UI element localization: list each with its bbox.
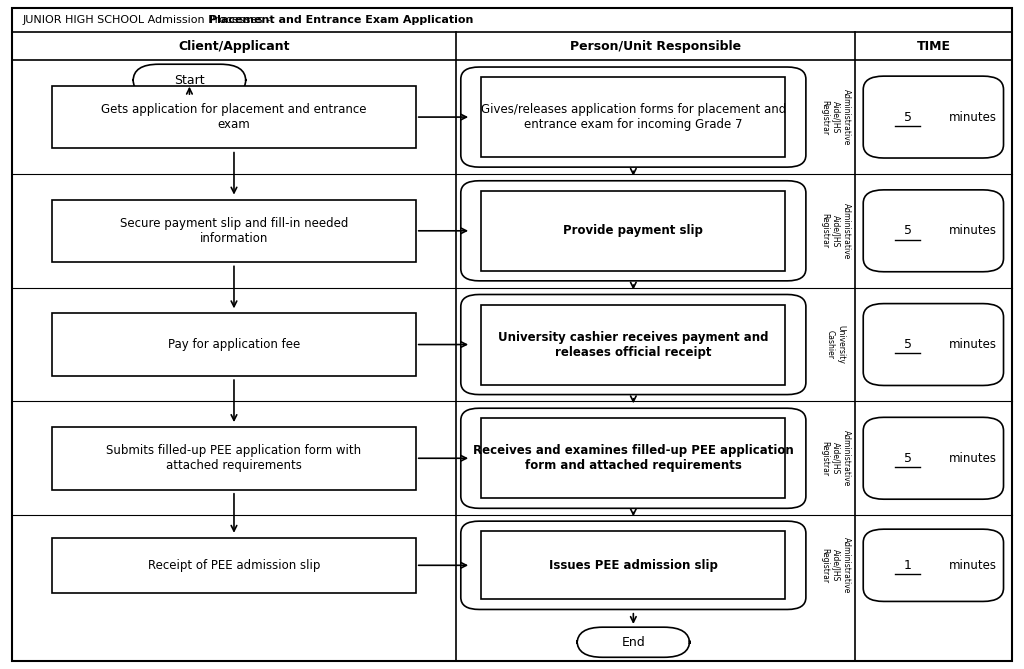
Text: Gets application for placement and entrance
exam: Gets application for placement and entra… [101,103,367,131]
FancyBboxPatch shape [52,86,416,149]
FancyBboxPatch shape [133,64,246,96]
FancyBboxPatch shape [481,77,785,157]
Text: Placement and Entrance Exam Application: Placement and Entrance Exam Application [209,15,474,25]
Text: Gives/releases application forms for placement and
entrance exam for incoming Gr: Gives/releases application forms for pla… [480,103,786,131]
Text: 5: 5 [904,338,911,351]
Text: Start: Start [174,74,205,87]
Text: Client/Applicant: Client/Applicant [178,39,290,53]
FancyBboxPatch shape [461,294,806,395]
FancyBboxPatch shape [481,418,785,498]
FancyBboxPatch shape [481,531,785,599]
Text: minutes: minutes [948,338,996,351]
FancyBboxPatch shape [481,304,785,385]
FancyBboxPatch shape [461,521,806,609]
Text: 5: 5 [904,110,911,124]
FancyBboxPatch shape [52,538,416,593]
Text: minutes: minutes [948,559,996,572]
FancyBboxPatch shape [481,191,785,271]
FancyBboxPatch shape [461,408,806,508]
FancyBboxPatch shape [52,313,416,376]
FancyBboxPatch shape [863,417,1004,499]
Text: minutes: minutes [948,224,996,237]
Text: End: End [622,636,645,649]
FancyBboxPatch shape [12,8,1012,661]
Text: 1: 1 [904,559,911,572]
FancyBboxPatch shape [863,190,1004,272]
Text: 5: 5 [904,452,911,465]
FancyBboxPatch shape [52,427,416,490]
Text: minutes: minutes [948,452,996,465]
Text: Issues PEE admission slip: Issues PEE admission slip [549,559,718,572]
Text: TIME: TIME [916,39,950,53]
Text: Pay for application fee: Pay for application fee [168,338,300,351]
FancyBboxPatch shape [461,181,806,281]
FancyBboxPatch shape [863,76,1004,158]
Text: Person/Unit Responsible: Person/Unit Responsible [569,39,741,53]
Text: Submits filled-up PEE application form with
attached requirements: Submits filled-up PEE application form w… [106,444,361,472]
FancyBboxPatch shape [863,529,1004,601]
FancyBboxPatch shape [577,628,689,657]
Text: University
Cashier: University Cashier [826,325,845,364]
Text: Receives and examines filled-up PEE application
form and attached requirements: Receives and examines filled-up PEE appl… [473,444,794,472]
Text: Administrative
Aide/JHS
Registrar: Administrative Aide/JHS Registrar [820,89,851,145]
Text: Administrative
Aide/JHS
Registrar: Administrative Aide/JHS Registrar [820,203,851,259]
Text: minutes: minutes [948,110,996,124]
Text: University cashier receives payment and
releases official receipt: University cashier receives payment and … [498,330,769,359]
Text: Receipt of PEE admission slip: Receipt of PEE admission slip [147,559,321,572]
Text: JUNIOR HIGH SCHOOL Admission Processes -: JUNIOR HIGH SCHOOL Admission Processes - [23,15,274,25]
FancyBboxPatch shape [863,304,1004,385]
FancyBboxPatch shape [461,67,806,167]
Text: Administrative
Aide/JHS
Registrar: Administrative Aide/JHS Registrar [820,537,851,593]
Text: 5: 5 [904,224,911,237]
FancyBboxPatch shape [52,199,416,262]
Text: Secure payment slip and fill-in needed
information: Secure payment slip and fill-in needed i… [120,217,348,245]
Text: Administrative
Aide/JHS
Registrar: Administrative Aide/JHS Registrar [820,430,851,486]
Text: Provide payment slip: Provide payment slip [563,224,703,237]
